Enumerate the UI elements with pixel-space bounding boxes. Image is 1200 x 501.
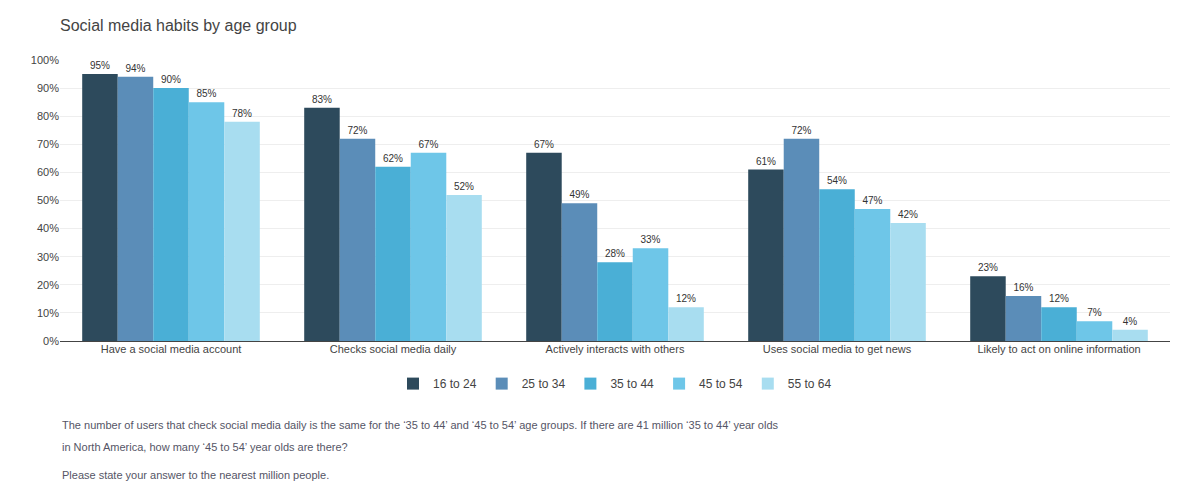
svg-text:16%: 16% (1013, 282, 1033, 293)
svg-text:0%: 0% (43, 335, 59, 347)
svg-text:70%: 70% (37, 138, 59, 150)
svg-text:67%: 67% (534, 139, 554, 150)
svg-text:Likely to act on online inform: Likely to act on online information (977, 343, 1140, 355)
svg-text:47%: 47% (862, 195, 882, 206)
svg-text:Please state your answer to th: Please state your answer to the nearest … (62, 469, 329, 481)
svg-text:54%: 54% (827, 175, 847, 186)
svg-text:83%: 83% (312, 94, 332, 105)
svg-text:50%: 50% (37, 194, 59, 206)
svg-text:90%: 90% (37, 82, 59, 94)
svg-text:10%: 10% (37, 307, 59, 319)
svg-text:72%: 72% (347, 125, 367, 136)
svg-text:55 to 64: 55 to 64 (788, 377, 832, 391)
svg-text:85%: 85% (196, 88, 216, 99)
svg-text:78%: 78% (232, 108, 252, 119)
svg-text:42%: 42% (898, 209, 918, 220)
svg-text:4%: 4% (1123, 316, 1138, 327)
svg-text:61%: 61% (756, 156, 776, 167)
svg-text:94%: 94% (125, 63, 145, 74)
svg-text:40%: 40% (37, 222, 59, 234)
svg-text:20%: 20% (37, 279, 59, 291)
svg-text:12%: 12% (676, 293, 696, 304)
svg-text:25 to 34: 25 to 34 (522, 377, 566, 391)
svg-text:Social media habits by age gro: Social media habits by age group (60, 17, 297, 34)
svg-text:7%: 7% (1087, 307, 1102, 318)
svg-text:35 to 44: 35 to 44 (610, 377, 654, 391)
svg-text:Uses social media to get news: Uses social media to get news (763, 343, 912, 355)
svg-text:The number of users that check: The number of users that check social me… (62, 419, 779, 431)
svg-text:Checks social media daily: Checks social media daily (330, 343, 457, 355)
svg-text:Have a social media account: Have a social media account (101, 343, 242, 355)
svg-text:45 to 54: 45 to 54 (699, 377, 743, 391)
svg-text:28%: 28% (605, 248, 625, 259)
svg-text:52%: 52% (454, 181, 474, 192)
svg-text:100%: 100% (31, 54, 59, 66)
svg-text:33%: 33% (640, 234, 660, 245)
svg-text:Actively interacts with others: Actively interacts with others (546, 343, 685, 355)
svg-text:67%: 67% (418, 139, 438, 150)
svg-text:90%: 90% (161, 74, 181, 85)
svg-text:16 to 24: 16 to 24 (433, 377, 477, 391)
svg-text:30%: 30% (37, 251, 59, 263)
svg-text:80%: 80% (37, 110, 59, 122)
svg-text:23%: 23% (978, 262, 998, 273)
svg-text:in North America, how many ‘45: in North America, how many ‘45 to 54’ ye… (62, 441, 348, 453)
svg-text:60%: 60% (37, 166, 59, 178)
svg-text:49%: 49% (569, 189, 589, 200)
svg-text:95%: 95% (90, 60, 110, 71)
svg-text:62%: 62% (383, 153, 403, 164)
svg-text:12%: 12% (1049, 293, 1069, 304)
svg-text:72%: 72% (791, 125, 811, 136)
